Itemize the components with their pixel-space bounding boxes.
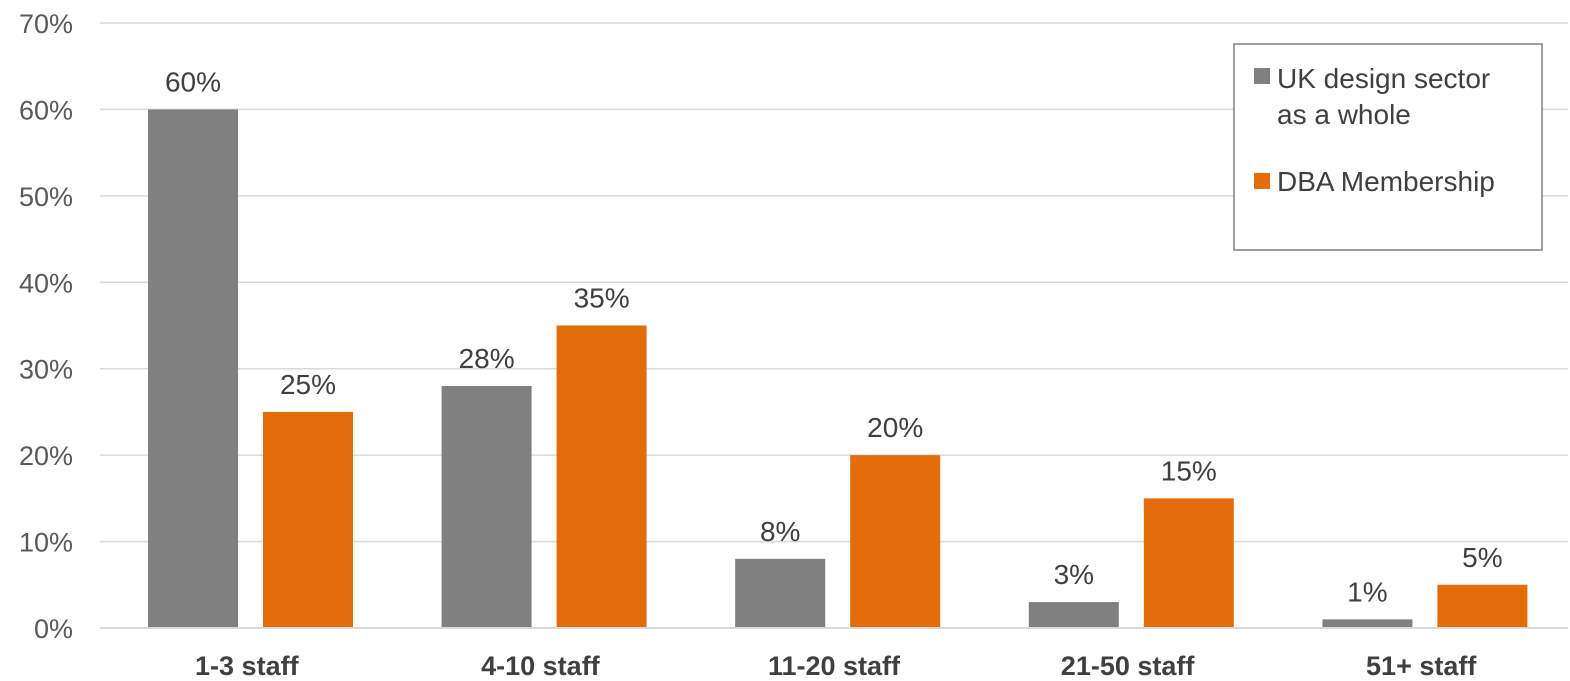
y-tick-label: 10% [19,528,73,558]
x-category-label: 1-3 staff [195,651,300,681]
bar-dba-membership [850,455,941,628]
y-axis-tick-labels: 0% 10% 20% 30% 40% 50% 60% 70% [19,9,73,644]
bar-uk-design-sector [148,109,238,628]
bar-uk-design-sector [1028,602,1119,628]
data-label: 15% [1161,455,1217,486]
y-tick-label: 20% [19,441,73,471]
y-tick-label: 60% [19,95,73,125]
bar-dba-membership [263,411,353,628]
legend-box [1233,43,1543,251]
bar-dba-membership [556,325,647,628]
legend-swatch [1254,68,1270,84]
bar-uk-design-sector [441,386,532,628]
data-label: 5% [1462,542,1502,573]
y-tick-label: 40% [19,268,73,298]
y-tick-label: 0% [34,614,73,644]
legend: UK design sector as a whole DBA Membership [1233,43,1543,251]
legend-entry-label: DBA Membership [1277,166,1495,197]
bar-dba-membership [1437,584,1528,628]
legend-swatch [1254,173,1270,189]
data-label: 28% [459,343,515,374]
bar-uk-design-sector [735,558,826,628]
x-category-label: 21-50 staff [1061,651,1196,681]
data-label: 3% [1054,559,1094,590]
legend-entry-label: UK design sector as a whole [1277,63,1490,130]
x-category-label: 11-20 staff [768,651,901,681]
data-labels: 60% 25% 28% 35% 8% 20% 3% 15% 1% 5% [165,66,1503,607]
data-label: 8% [760,516,800,547]
data-label: 20% [867,412,923,443]
x-category-label: 51+ staff [1366,651,1477,681]
x-category-label: 4-10 staff [481,651,601,681]
y-tick-label: 50% [19,182,73,212]
y-tick-label: 30% [19,355,73,385]
x-axis-category-labels: 1-3 staff 4-10 staff 11-20 staff 21-50 staf… [195,651,1477,681]
bar-uk-design-sector [1322,619,1413,628]
bars [148,109,1528,628]
data-label: 60% [165,66,221,97]
data-label: 25% [280,369,336,400]
bar-dba-membership [1143,498,1234,628]
y-tick-label: 70% [19,9,73,39]
data-label: 1% [1347,576,1387,607]
data-label: 35% [574,283,630,314]
